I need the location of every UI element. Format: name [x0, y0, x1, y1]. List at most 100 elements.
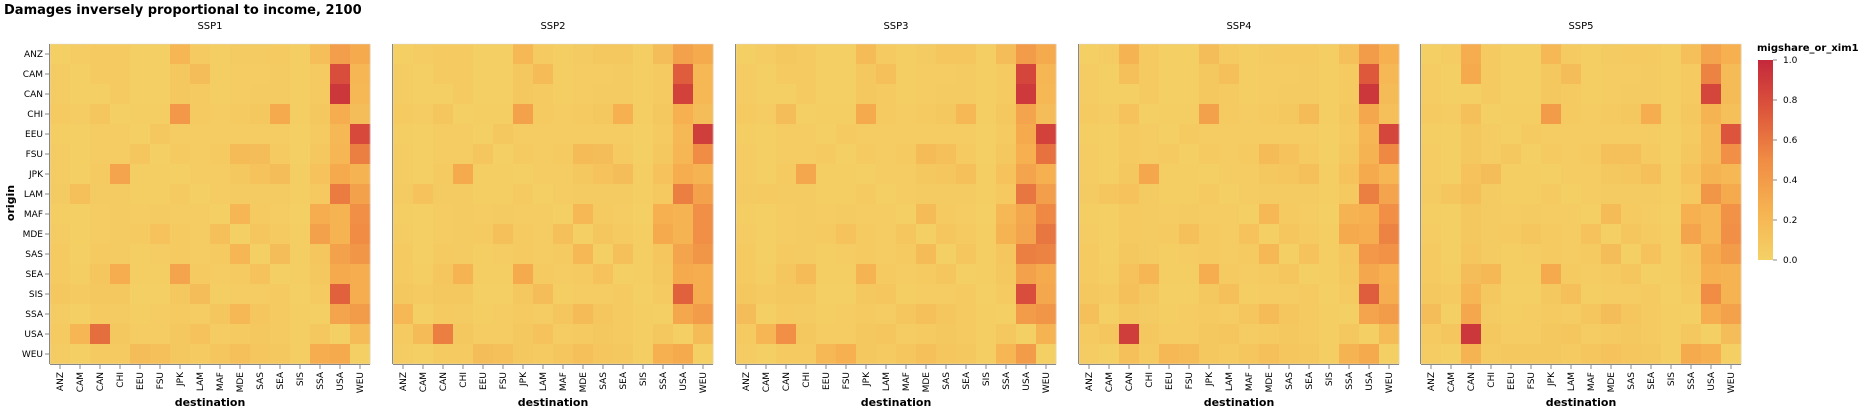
- x-tick-label: SEA: [619, 371, 629, 389]
- y-axis-label: origin: [4, 185, 17, 221]
- heatmap-cell: EEU → SIS: 0.02: [1661, 124, 1682, 145]
- heatmap-cell: MDE → LAM: 0.04: [533, 224, 554, 245]
- heatmap-cell: SAS → CHI: 0.05: [110, 244, 131, 265]
- heatmap-cell: MDE → MDE: 0.02: [916, 224, 937, 245]
- heatmap-cell: SIS → CAM: 0.06: [1441, 284, 1462, 305]
- heatmap-cell: MAF → SEA: 0.04: [270, 204, 291, 225]
- heatmap-cell: EEU → SIS: 0.02: [1319, 124, 1340, 145]
- x-axis-label: destination: [1546, 396, 1617, 409]
- heatmap-cell: JPK → SIS: 0.03: [1661, 164, 1682, 185]
- heatmap-cell: CAM → FSU: 0.02: [150, 64, 171, 85]
- heatmap-cell: SSA → SAS: 0.1: [250, 304, 271, 325]
- heatmap-cell: WEU → JPK: 0.08: [856, 344, 877, 365]
- heatmap-cell: WEU → USA: 0.26: [1701, 344, 1722, 365]
- heatmap-cell: SIS → SIS: 0.02: [290, 284, 311, 305]
- heatmap-cell: ANZ → ANZ: 0.02: [736, 44, 757, 65]
- heatmap-cell: FSU → LAM: 0.04: [533, 144, 554, 165]
- heatmap-cell: SIS → CAN: 0.08: [433, 284, 454, 305]
- heatmap-cell: FSU → FSU: 0.02: [1179, 144, 1200, 165]
- heatmap-cell: SEA → SIS: 0.03: [1661, 264, 1682, 285]
- x-tick-label: SIS: [1667, 372, 1677, 386]
- heatmap-cell: EEU → EEU: 0.02: [1501, 124, 1522, 145]
- heatmap-cell: EEU → CAN: 0.08: [1461, 124, 1482, 145]
- heatmap-cell: MAF → USA: 0.32: [1016, 204, 1037, 225]
- heatmap-cell: JPK → FSU: 0.03: [1179, 164, 1200, 185]
- heatmap-cell: CHI → SEA: 0.18: [1299, 104, 1320, 125]
- heatmap-cell: EEU → USA: 0.22: [1359, 124, 1380, 145]
- heatmap-cell: CAN → MAF: 0.03: [896, 84, 917, 105]
- x-tick-label: FSU: [1527, 372, 1537, 389]
- heatmap-cell: USA → SIS: 0.03: [1661, 324, 1682, 345]
- heatmap-cell: SEA → SEA: 0.02: [1299, 264, 1320, 285]
- x-tick-label: MDE: [236, 372, 246, 393]
- heatmap-cell: MDE → MAF: 0.14: [210, 224, 231, 245]
- heatmap-cell: LAM → JPK: 0.06: [1199, 184, 1220, 205]
- y-tick-label: SEA: [25, 270, 43, 280]
- heatmap-cell: USA → MDE: 0.06: [230, 324, 251, 345]
- heatmap-cell: CAN → SAS: 0.05: [1279, 84, 1300, 105]
- heatmap-cell: FSU → USA: 0.24: [1359, 144, 1380, 165]
- heatmap-cell: CAN → MDE: 0.04: [573, 84, 594, 105]
- heatmap-cell: LAM → MAF: 0.04: [553, 184, 574, 205]
- panel-title: SSP2: [540, 21, 565, 32]
- heatmap-cell: CAM → WEU: 0.22: [350, 64, 371, 85]
- heatmap-cell: CAM → MDE: 0.04: [230, 64, 251, 85]
- heatmap-cell: USA → ANZ: 0.06: [1421, 324, 1442, 345]
- heatmap-cell: SSA → ANZ: 0.16: [1421, 304, 1442, 325]
- heatmap-cell: FSU → LAM: 0.04: [876, 144, 897, 165]
- heatmap-cell: SAS → LAM: 0.04: [190, 244, 211, 265]
- legend-tick-label: 0.0: [1783, 256, 1798, 266]
- heatmap-cell: ANZ → CAM: 0.04: [1099, 44, 1120, 65]
- heatmap-cell: SEA → FSU: 0.03: [493, 264, 514, 285]
- heatmap-cell: CHI → CHI: 0.02: [453, 104, 474, 125]
- heatmap-cell: CAM → EEU: 0.02: [816, 64, 837, 85]
- heatmap-cell: SSA → CAN: 0.08: [1119, 304, 1140, 325]
- heatmap-cell: CAM → MDE: 0.04: [916, 64, 937, 85]
- heatmap-cell: SAS → SEA: 0.1: [956, 244, 977, 265]
- heatmap-cell: LAM → WEU: 0.34: [1379, 184, 1400, 205]
- heatmap-cell: CAM → SSA: 0.06: [1339, 64, 1360, 85]
- x-tick-label: MAF: [902, 372, 912, 391]
- heatmap-cell: USA → JPK: 0.08: [1541, 324, 1562, 345]
- heatmap-cell: WEU → FSU: 0.18: [1179, 344, 1200, 365]
- heatmap-cell: SAS → CAM: 0.02: [1441, 244, 1462, 265]
- heatmap-cell: CAN → SEA: 0.05: [956, 84, 977, 105]
- heatmap-cell: MDE → USA: 0.22: [1701, 224, 1722, 245]
- heatmap-cell: SIS → FSU: 0.02: [493, 284, 514, 305]
- heatmap-cell: ANZ → WEU: 0.3: [693, 44, 714, 65]
- heatmap-cell: CHI → CAM: 0.04: [1441, 104, 1462, 125]
- heatmap-cell: CAM → MAF: 0.03: [1239, 64, 1260, 85]
- heatmap-cell: ANZ → CAM: 0.04: [1441, 44, 1462, 65]
- heatmap-cell: CAN → SEA: 0.05: [1641, 84, 1662, 105]
- heatmap-cell: WEU → LAM: 0.06: [1561, 344, 1582, 365]
- heatmap-cell: SEA → ANZ: 0.06: [50, 264, 71, 285]
- heatmap-cell: MDE → CAM: 0.02: [413, 224, 434, 245]
- heatmap-cell: LAM → MAF: 0.04: [896, 184, 917, 205]
- heatmap-cell: SEA → CAM: 0.03: [70, 264, 91, 285]
- heatmap-cell: EEU → MDE: 0.04: [1259, 124, 1280, 145]
- heatmap-cell: USA → USA: 0.02: [1701, 324, 1722, 345]
- heatmap-cell: SSA → ANZ: 0.14: [1079, 304, 1100, 325]
- heatmap-cell: LAM → SSA: 0.07: [996, 184, 1017, 205]
- heatmap-cell: LAM → ANZ: 0.05: [736, 184, 757, 205]
- heatmap-cell: WEU → SEA: 0.08: [613, 344, 634, 365]
- heatmap-cell: JPK → SSA: 0.12: [653, 164, 674, 185]
- heatmap-cell: EEU → LAM: 0.04: [1561, 124, 1582, 145]
- y-tick-label: CHI: [27, 110, 43, 120]
- heatmap-cell: CAN → ANZ: 0.04: [1421, 84, 1442, 105]
- x-tick-label: EEU: [479, 372, 489, 390]
- heatmap-cell: CAM → ANZ: 0.04: [393, 64, 414, 85]
- heatmap-cell: CAM → CHI: 0.06: [110, 64, 131, 85]
- heatmap-cell: EEU → CAN: 0.06: [1119, 124, 1140, 145]
- x-tick-label: LAM: [196, 372, 206, 391]
- heatmap-cell: LAM → SEA: 0.05: [1641, 184, 1662, 205]
- x-tick-label: SAS: [1285, 372, 1295, 390]
- heatmap-cell: FSU → JPK: 0.06: [1199, 144, 1220, 165]
- heatmap-cell: MAF → JPK: 0.04: [170, 204, 191, 225]
- heatmap-cell: MAF → MAF: 0.02: [210, 204, 231, 225]
- heatmap-cell: ANZ → LAM: 0.06: [1219, 44, 1240, 65]
- heatmap-cell: CAN → CAM: 0.02: [756, 84, 777, 105]
- heatmap-cell: SAS → MDE: 0.22: [230, 244, 251, 265]
- heatmap-cell: SAS → MAF: 0.06: [553, 244, 574, 265]
- heatmap-cell: USA → MAF: 0.04: [553, 324, 574, 345]
